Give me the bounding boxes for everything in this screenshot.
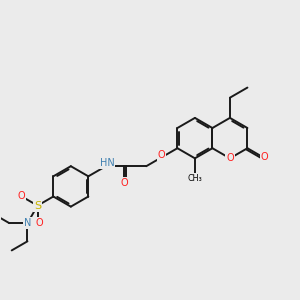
Text: S: S [34,201,41,211]
Text: O: O [158,150,165,160]
Text: O: O [121,178,128,188]
Text: O: O [226,153,234,163]
Text: O: O [35,218,43,228]
Text: O: O [18,191,26,201]
Text: HN: HN [100,158,115,168]
Text: O: O [261,152,268,162]
Text: CH₃: CH₃ [188,174,202,183]
Text: N: N [24,218,31,228]
